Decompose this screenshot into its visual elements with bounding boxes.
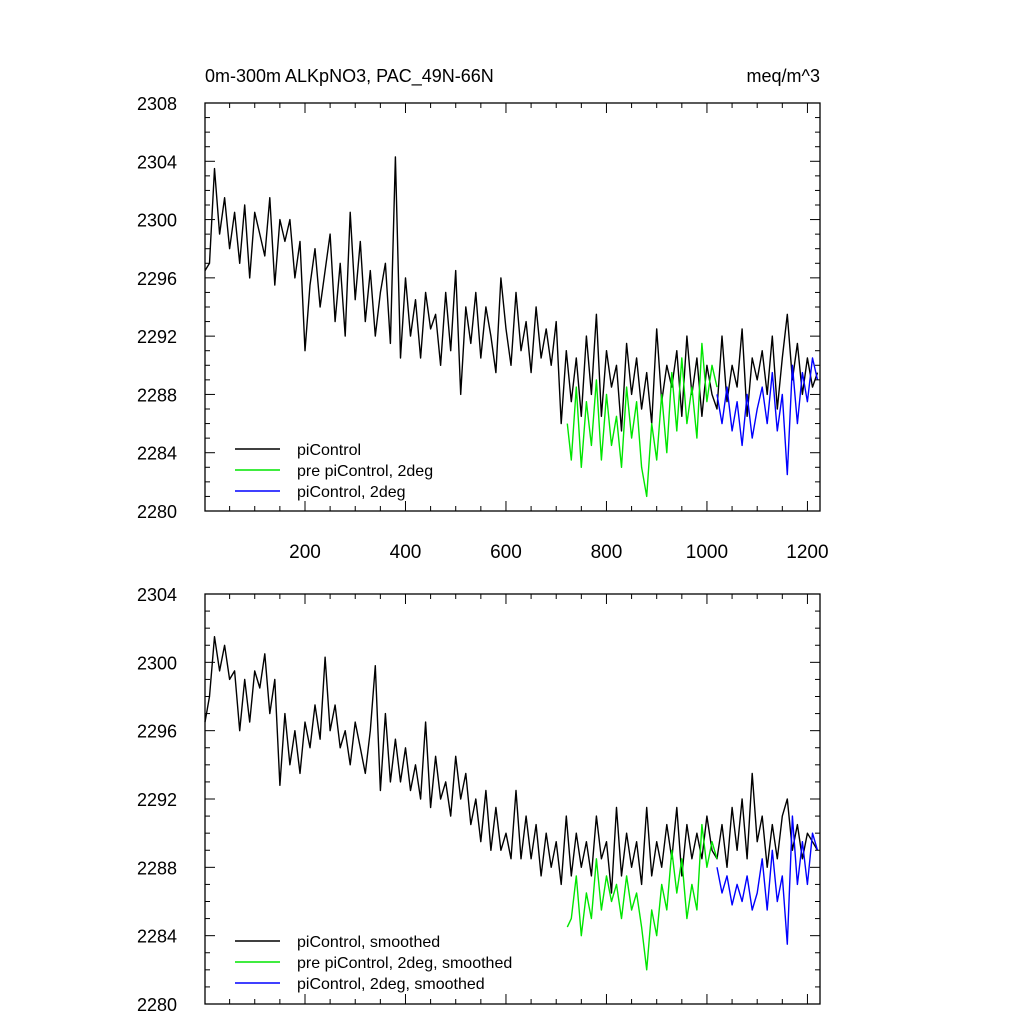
top-chart-panel: 0m-300m ALKpNO3, PAC_49N-66N meq/m^3 228…	[137, 66, 829, 563]
legend-label-piControl-2deg-smoothed: piControl, 2deg, smoothed	[297, 976, 485, 993]
bottom-legend: piControl, smoothed pre piControl, 2deg,…	[235, 934, 512, 993]
y-tick-label: 2284	[137, 927, 177, 947]
top-series-layer	[204, 156, 819, 498]
legend-label-piControl-smoothed: piControl, smoothed	[297, 934, 440, 951]
x-tick-label: 600	[490, 542, 522, 563]
x-tick-label: 1200	[786, 542, 828, 563]
bottom-chart-panel: 2280 2284 2288 2292 2296 2300 2304 piControl, …	[137, 585, 821, 1015]
top-axis-layer: 2280 2284 2288 2292 2296 2300 2304 2308 200 400 60…	[137, 94, 829, 563]
x-tick-label: 800	[591, 542, 623, 563]
x-tick-label: 400	[390, 542, 422, 563]
y-tick-label: 2296	[137, 269, 177, 289]
chart-title: 0m-300m ALKpNO3, PAC_49N-66N	[205, 66, 494, 87]
y-tick-label: 2292	[137, 790, 177, 810]
bottom-axis-layer: 2280 2284 2288 2292 2296 2300 2304	[137, 585, 820, 1015]
y-tick-label: 2284	[137, 444, 177, 464]
legend-label-piControl: piControl	[297, 442, 361, 459]
y-tick-label: 2280	[137, 502, 177, 522]
series-line-picontrol-smoothed	[204, 636, 819, 894]
series-line-picontrol-2deg-smoothed	[716, 815, 819, 945]
y-tick-label: 2300	[137, 653, 177, 673]
bottom-plot-frame	[204, 593, 821, 1005]
top-legend: piControl pre piControl, 2deg piControl,…	[235, 442, 433, 501]
y-tick-label: 2280	[137, 995, 177, 1015]
y-tick-label: 2308	[137, 94, 177, 114]
chart-units: meq/m^3	[747, 66, 820, 86]
series-line-pre-picontrol-2deg	[566, 342, 718, 498]
y-tick-label: 2292	[137, 327, 177, 347]
series-line-pre-picontrol-2deg-smoothed	[566, 823, 718, 971]
y-tick-label: 2288	[137, 385, 177, 405]
legend-label-pre-piControl-2deg-smoothed: pre piControl, 2deg, smoothed	[297, 955, 512, 972]
legend-label-piControl-2deg: piControl, 2deg	[297, 484, 406, 501]
y-tick-label: 2304	[137, 585, 177, 605]
top-plot-frame	[204, 102, 821, 512]
bottom-series-layer	[204, 636, 819, 971]
series-line-picontrol	[204, 156, 819, 432]
series-line-picontrol-2deg	[716, 357, 819, 476]
x-tick-label: 200	[289, 542, 321, 563]
y-tick-label: 2296	[137, 722, 177, 742]
y-tick-label: 2300	[137, 211, 177, 231]
legend-label-pre-piControl-2deg: pre piControl, 2deg	[297, 463, 433, 480]
x-tick-label: 1000	[686, 542, 728, 563]
y-tick-label: 2304	[137, 152, 177, 172]
y-tick-label: 2288	[137, 858, 177, 878]
